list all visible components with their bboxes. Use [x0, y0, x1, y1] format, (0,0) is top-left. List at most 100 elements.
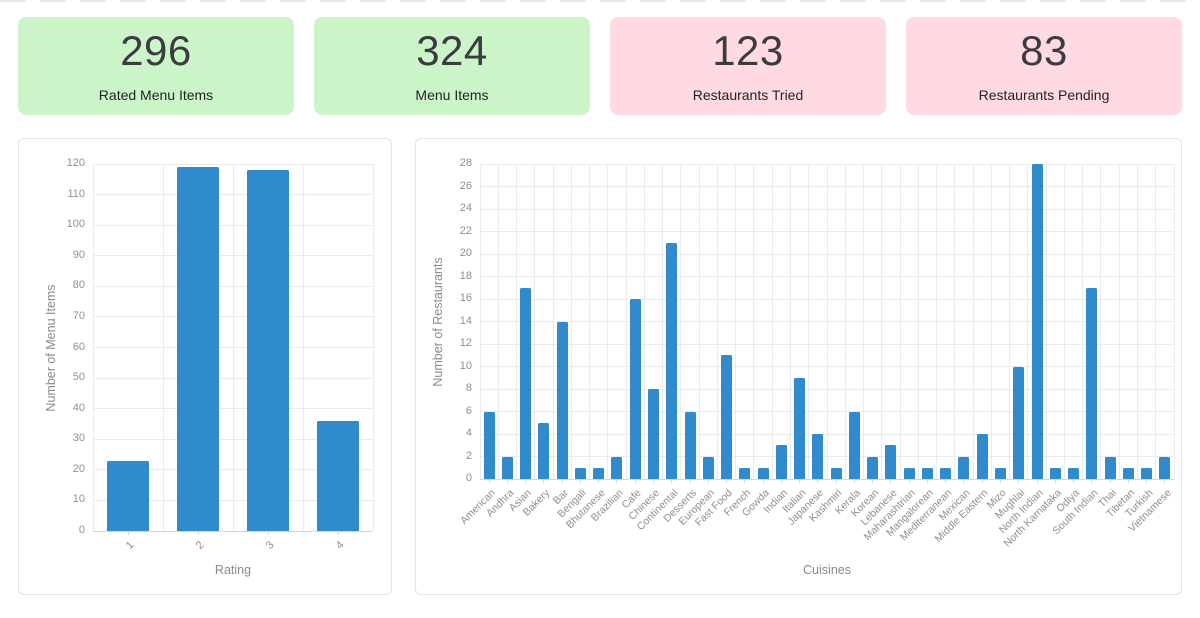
x-tick-mark — [726, 479, 728, 483]
gridline-vertical — [917, 164, 919, 479]
gridline-vertical — [954, 164, 956, 479]
y-tick-label: 40 — [72, 401, 85, 414]
x-tick-mark — [634, 479, 636, 483]
gridline-vertical — [1136, 164, 1138, 479]
bar[interactable] — [501, 456, 513, 479]
bar[interactable] — [794, 377, 806, 479]
gridline-vertical — [735, 164, 737, 479]
gridline-vertical — [479, 164, 481, 479]
bar[interactable] — [666, 242, 678, 479]
x-tick-mark — [1091, 479, 1093, 483]
bar[interactable] — [1049, 467, 1061, 479]
cuisines-chart-card: Number of Restaurants Cuisines 0 2 4 6 8 10 12… — [415, 138, 1182, 595]
gridline-vertical — [534, 164, 536, 479]
bar[interactable] — [177, 167, 219, 531]
stat-label: Restaurants Tried — [692, 86, 804, 103]
gridline-vertical — [497, 164, 499, 479]
x-tick-mark — [1036, 479, 1038, 483]
bar[interactable] — [593, 467, 605, 479]
bar[interactable] — [1104, 456, 1116, 479]
y-tick-label: 120 — [66, 157, 85, 169]
stat-card-restaurants-pending: 83 Restaurants Pending — [906, 17, 1182, 115]
gridline-vertical — [662, 164, 664, 479]
gridline-vertical — [232, 164, 234, 531]
bar[interactable] — [556, 321, 568, 479]
gridline-vertical — [589, 164, 591, 479]
gridline-vertical — [372, 164, 374, 531]
bar[interactable] — [848, 411, 860, 479]
y-tick-label: 16 — [459, 292, 472, 304]
bar[interactable] — [483, 411, 495, 479]
x-tick-mark — [835, 479, 837, 483]
bar[interactable] — [1031, 164, 1043, 479]
bar[interactable] — [520, 287, 532, 479]
bar[interactable] — [885, 445, 897, 479]
bar[interactable] — [684, 411, 696, 479]
gridline-vertical — [899, 164, 901, 479]
bar[interactable] — [611, 456, 623, 479]
bar[interactable] — [1122, 467, 1134, 479]
x-tick-mark — [579, 479, 581, 483]
y-tick-label: 26 — [459, 179, 472, 192]
rating-chart-card: Number of Menu Items Rating 0 10 20 30 40 50 6… — [18, 138, 392, 595]
x-tick-label: 1 — [123, 539, 137, 552]
bar[interactable] — [812, 434, 824, 479]
bar[interactable] — [976, 434, 988, 479]
y-tick-label: 10 — [459, 359, 472, 372]
y-tick-label: 100 — [66, 218, 85, 231]
x-tick-mark — [1054, 479, 1056, 483]
x-tick-mark — [598, 479, 600, 483]
gridline-vertical — [936, 164, 938, 479]
bar[interactable] — [903, 467, 915, 479]
x-axis-title: Rating — [214, 563, 252, 577]
gridline-vertical — [990, 164, 992, 479]
stat-label: Restaurants Pending — [978, 86, 1110, 103]
x-tick-mark — [1164, 479, 1166, 483]
bar[interactable] — [1013, 366, 1025, 479]
bar[interactable] — [940, 467, 952, 479]
gridline-vertical — [698, 164, 700, 479]
bar[interactable] — [107, 460, 149, 531]
bar[interactable] — [830, 467, 842, 479]
bar[interactable] — [721, 355, 733, 479]
bar[interactable] — [921, 467, 933, 479]
bar[interactable] — [1068, 467, 1080, 479]
gridline-vertical — [625, 164, 627, 479]
bar[interactable] — [247, 170, 289, 531]
bar[interactable] — [702, 456, 714, 479]
bar[interactable] — [757, 467, 769, 479]
bar[interactable] — [958, 456, 970, 479]
bar[interactable] — [739, 467, 751, 479]
gridline-vertical — [92, 164, 94, 531]
x-tick-mark — [799, 479, 801, 483]
bar[interactable] — [648, 389, 659, 479]
bar[interactable] — [317, 420, 359, 531]
x-tick-mark — [127, 531, 129, 535]
bar[interactable] — [775, 445, 787, 479]
bar[interactable] — [1141, 467, 1153, 479]
bar[interactable] — [1086, 287, 1098, 479]
x-tick-mark — [561, 479, 563, 483]
x-tick-mark — [890, 479, 892, 483]
bar[interactable] — [538, 422, 550, 479]
gridline-vertical — [972, 164, 974, 479]
bar[interactable] — [995, 467, 1006, 479]
gridline-vertical — [1027, 164, 1029, 479]
bar[interactable] — [574, 467, 586, 479]
stat-value: 324 — [416, 26, 488, 74]
bar[interactable] — [1159, 456, 1171, 479]
bar[interactable] — [867, 456, 879, 479]
x-tick-mark — [926, 479, 928, 483]
y-tick-label: 60 — [72, 340, 85, 353]
gridline-vertical — [1100, 164, 1102, 479]
bar[interactable] — [629, 299, 641, 479]
gridline-vertical — [1173, 164, 1175, 479]
stat-value: 123 — [712, 26, 784, 74]
stat-label: Rated Menu Items — [98, 86, 214, 103]
x-tick-mark — [1018, 479, 1020, 483]
x-tick-mark — [780, 479, 782, 483]
gridline-vertical — [162, 164, 164, 531]
x-tick-mark — [744, 479, 746, 483]
y-tick-label: 50 — [72, 371, 85, 384]
x-tick-mark — [817, 479, 819, 483]
